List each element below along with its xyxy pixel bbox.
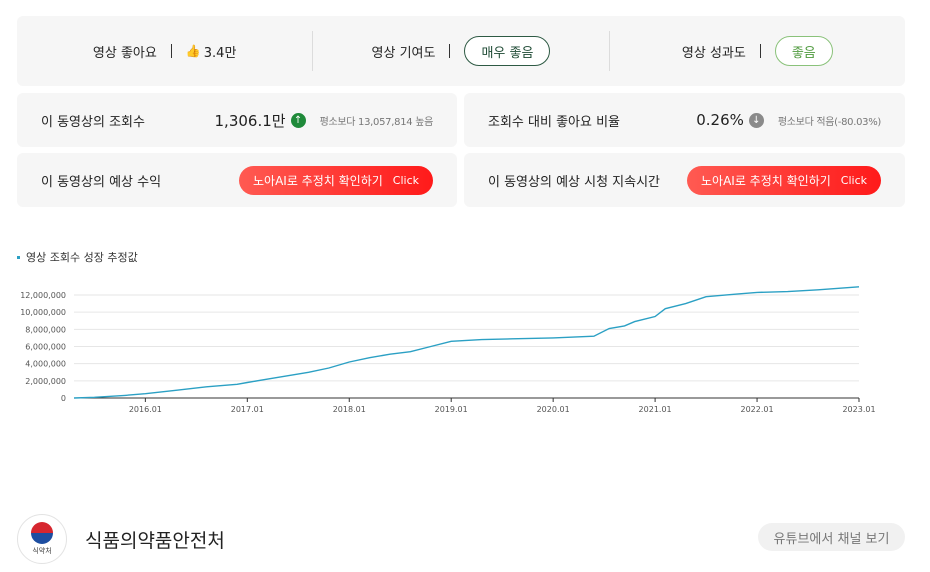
x-tick-label: 2023.01: [842, 405, 875, 414]
likes-cell: 영상 좋아요 👍 3.4만: [17, 31, 312, 71]
divider: [449, 44, 451, 58]
like-ratio-value-group: 0.26% ↓: [696, 111, 764, 129]
y-tick-label: 10,000,000: [20, 308, 66, 317]
x-tick-label: 2017.01: [231, 405, 264, 414]
contribution-cell: 영상 기여도 매우 좋음: [312, 31, 608, 71]
y-tick-label: 6,000,000: [25, 343, 66, 352]
revenue-estimate-button[interactable]: 노아AI로 추정치 확인하기 Click: [239, 165, 433, 195]
chart-title-text: 영상 조회수 성장 추정값: [26, 251, 138, 264]
like-ratio-box: 조회수 대비 좋아요 비율 0.26% ↓ 평소보다 적음(-80.03%): [464, 93, 905, 147]
y-tick-label: 4,000,000: [25, 360, 66, 369]
arrow-up-icon: ↑: [290, 112, 306, 128]
y-tick-label: 0: [61, 394, 66, 403]
performance-badge: 좋음: [774, 36, 833, 66]
y-tick-label: 12,000,000: [20, 291, 66, 300]
watch-time-estimate-button[interactable]: 노아AI로 추정치 확인하기 Click: [687, 165, 881, 195]
divider: [170, 44, 172, 58]
channel-logo-text: 식약처: [32, 547, 52, 555]
contribution-badge: 매우 좋음: [464, 36, 551, 66]
y-tick-label: 2,000,000: [25, 377, 66, 386]
watch-time-button-label: 노아AI로 추정치 확인하기: [701, 173, 831, 188]
revenue-label: 이 동영상의 예상 수익: [41, 174, 162, 190]
views-note: 평소보다 13,057,814 높음: [319, 116, 434, 128]
watch-time-button-click: Click: [840, 173, 867, 187]
revenue-box: 이 동영상의 예상 수익 노아AI로 추정치 확인하기 Click: [17, 153, 457, 207]
arrow-down-icon: ↓: [748, 112, 764, 128]
channel-name[interactable]: 식품의약품안전처: [85, 530, 225, 552]
revenue-button-label: 노아AI로 추정치 확인하기: [253, 173, 383, 188]
like-ratio-label: 조회수 대비 좋아요 비율: [488, 114, 620, 130]
thumbs-up-icon: 👍: [185, 44, 201, 58]
view-channel-on-youtube-button[interactable]: 유튜브에서 채널 보기: [758, 523, 905, 551]
watch-time-label: 이 동영상의 예상 시청 지속시간: [488, 174, 661, 190]
views-label: 이 동영상의 조회수: [41, 114, 145, 130]
x-tick-label: 2019.01: [435, 405, 468, 414]
divider: [759, 44, 761, 58]
chart-title: 영상 조회수 성장 추정값: [17, 249, 138, 265]
views-series-line: [73, 286, 860, 399]
like-ratio-value: 0.26%: [696, 111, 744, 129]
summary-panel: 영상 좋아요 👍 3.4만 영상 기여도 매우 좋음 영상 성과도 좋음: [17, 16, 905, 86]
performance-cell: 영상 성과도 좋음: [608, 31, 905, 71]
x-tick-label: 2020.01: [537, 405, 570, 414]
watch-time-box: 이 동영상의 예상 시청 지속시간 노아AI로 추정치 확인하기 Click: [464, 153, 905, 207]
like-ratio-note: 평소보다 적음(-80.03%): [777, 116, 881, 128]
likes-label: 영상 좋아요: [92, 45, 157, 61]
taegeuk-icon: [31, 522, 53, 544]
performance-label: 영상 성과도: [681, 45, 746, 61]
contribution-label: 영상 기여도: [371, 45, 436, 61]
y-tick-label: 8,000,000: [25, 325, 66, 334]
views-box: 이 동영상의 조회수 1,306.1만 ↑ 평소보다 13,057,814 높음: [17, 93, 457, 147]
x-tick-label: 2021.01: [639, 405, 672, 414]
views-value: 1,306.1만: [214, 111, 286, 130]
bullet-dot: [17, 255, 20, 259]
view-growth-chart: 0 2,000,000 4,000,000 6,000,000 8,000,000 10,…: [20, 286, 876, 414]
x-tick-label: 2016.01: [129, 405, 162, 414]
channel-logo[interactable]: 식약처: [17, 514, 67, 564]
x-tick-label: 2022.01: [741, 405, 774, 414]
views-value-group: 1,306.1만 ↑: [215, 110, 306, 131]
likes-value: 3.4만: [203, 45, 237, 61]
x-tick-label: 2018.01: [333, 405, 366, 414]
revenue-button-click: Click: [392, 173, 419, 187]
